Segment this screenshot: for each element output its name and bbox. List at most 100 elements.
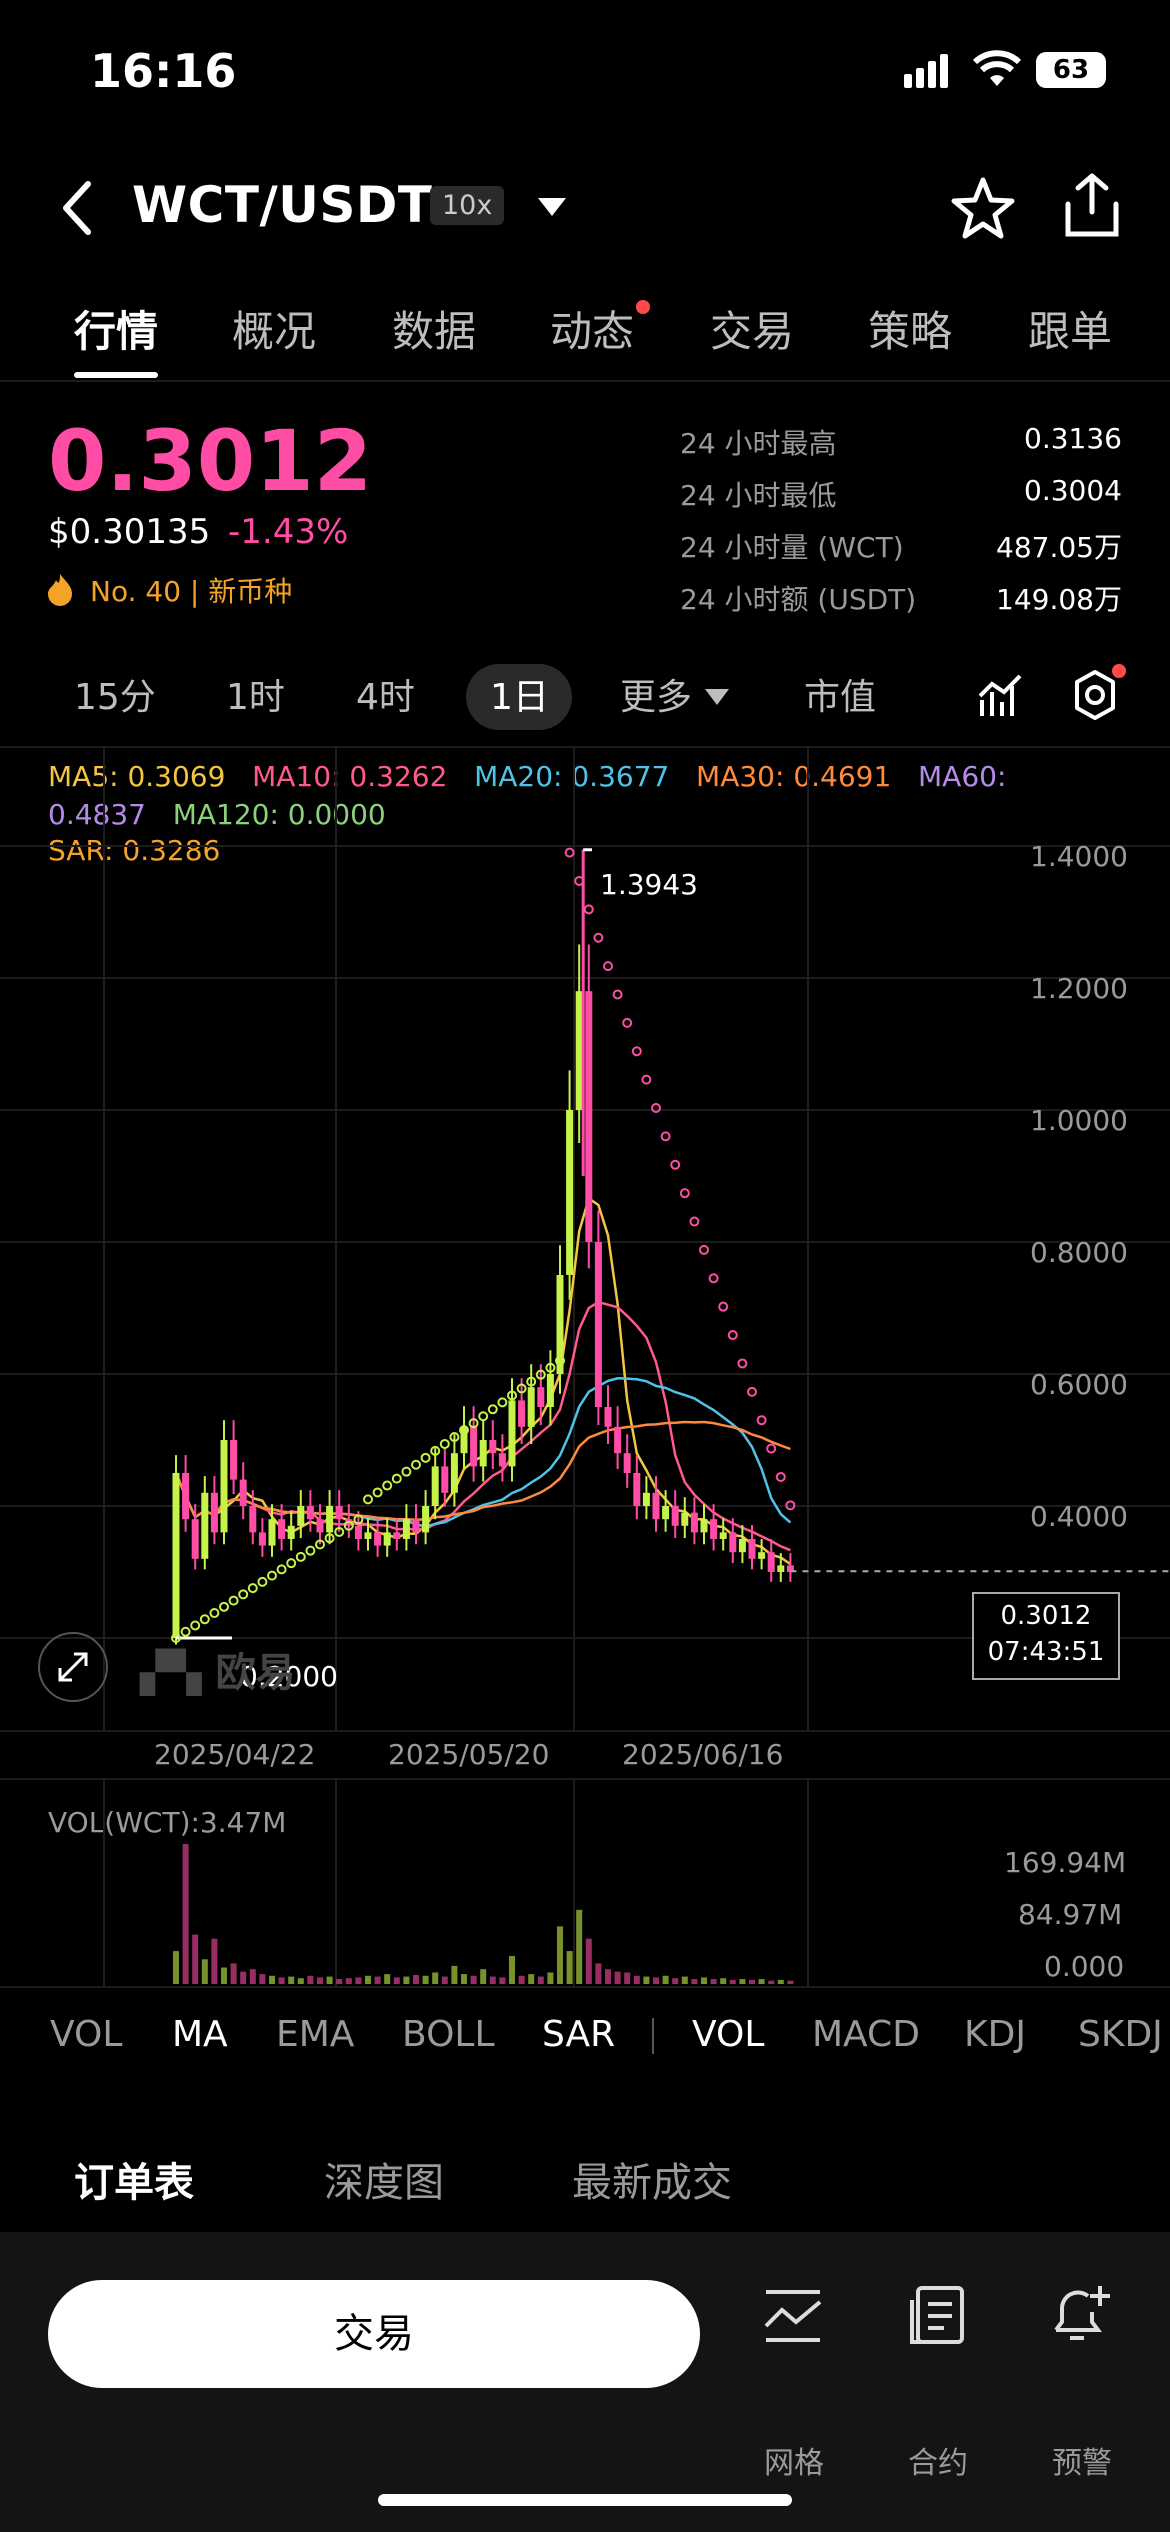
ind-tab-macd[interactable]: MACD xyxy=(812,2014,920,2055)
sar-dot xyxy=(324,1533,335,1544)
ma30-line xyxy=(174,1420,791,1521)
candle-body xyxy=(633,1473,641,1506)
candle-body xyxy=(642,1492,650,1506)
trade-button[interactable]: 交易 xyxy=(48,2280,700,2388)
ind-tab-ema[interactable]: EMA xyxy=(276,2014,355,2055)
sar-dot xyxy=(286,1558,297,1569)
ind-tab-boll[interactable]: BOLL xyxy=(402,2014,495,2055)
sar-dot xyxy=(593,932,604,943)
volume-bar xyxy=(403,1976,410,1984)
volume-bar xyxy=(672,1978,679,1984)
volume-bar xyxy=(643,1976,650,1984)
tab-copy[interactable]: 跟单 xyxy=(1028,307,1113,356)
star-icon[interactable] xyxy=(950,176,1016,240)
candle-body xyxy=(700,1519,708,1533)
stat-label: 24 小时最低 xyxy=(680,479,837,512)
expand-button[interactable] xyxy=(38,1632,108,1702)
sar-dot xyxy=(574,875,585,886)
candle-body xyxy=(268,1519,276,1546)
contract-icon[interactable] xyxy=(908,2284,968,2346)
ind-tab-kdj[interactable]: KDJ xyxy=(964,2014,1026,2055)
candle-body xyxy=(191,1519,199,1559)
volume-bar xyxy=(701,1977,707,1984)
candle-body xyxy=(172,1473,180,1638)
candle-body xyxy=(614,1426,622,1454)
ind-tab-sar[interactable]: SAR xyxy=(542,2014,616,2055)
divider xyxy=(0,1730,1170,1732)
ind-tab-vol[interactable]: VOL xyxy=(50,2014,123,2055)
volume-bar xyxy=(451,1965,458,1984)
sar-dot xyxy=(766,1443,777,1454)
volume-bar xyxy=(192,1934,199,1984)
ma10-line xyxy=(174,1300,791,1552)
candle-body xyxy=(249,1506,257,1533)
interval-1d[interactable]: 1日 xyxy=(490,677,549,718)
sar-dot xyxy=(401,1466,412,1477)
grid-label[interactable]: 网格 xyxy=(764,2446,824,2481)
tab-news[interactable]: 动态 xyxy=(550,307,635,356)
volume-tick: 0.000 xyxy=(1044,1950,1125,1983)
tab-market[interactable]: 行情 xyxy=(74,307,159,356)
volume-bar xyxy=(221,1967,227,1984)
volume-bar xyxy=(739,1979,746,1984)
volume-bar xyxy=(499,1977,506,1984)
sar-dot xyxy=(622,1017,633,1028)
ind-tab-skdj[interactable]: SKDJ xyxy=(1078,2014,1163,2055)
tab-trade[interactable]: 交易 xyxy=(710,307,795,356)
volume-bar xyxy=(605,1969,611,1984)
candle-body xyxy=(326,1506,334,1533)
share-icon[interactable] xyxy=(1062,172,1122,240)
stat-value: 0.3136 xyxy=(1024,422,1122,455)
volume-bar xyxy=(441,1976,448,1984)
sar-dot xyxy=(603,961,613,972)
sar-dot xyxy=(631,1046,642,1057)
volume-bar xyxy=(758,1979,765,1984)
interval-15m[interactable]: 15分 xyxy=(74,677,156,718)
divider xyxy=(0,1778,1170,1780)
pair-title[interactable]: WCT/USDT xyxy=(132,176,433,234)
sar-dot xyxy=(372,1487,383,1498)
volume-bar xyxy=(787,1980,794,1984)
settings-icon[interactable] xyxy=(1070,668,1120,722)
interval-more[interactable]: 更多 xyxy=(620,677,693,718)
bell-plus-icon[interactable] xyxy=(1048,2282,1114,2346)
sar-dot xyxy=(343,1520,354,1531)
sar-dot xyxy=(305,1545,316,1556)
indicator-icon[interactable] xyxy=(978,672,1024,720)
tab-depth[interactable]: 深度图 xyxy=(324,2160,444,2206)
volume-bar xyxy=(710,1979,717,1984)
chevron-down-icon xyxy=(705,689,729,705)
grid-icon[interactable] xyxy=(762,2288,824,2344)
alert-label[interactable]: 预警 xyxy=(1052,2446,1112,2481)
sar-dot xyxy=(651,1103,661,1114)
ind-tab-ma[interactable]: MA xyxy=(172,2014,228,2055)
wifi-icon xyxy=(972,50,1022,86)
stat-label: 24 小时量 (WCT) xyxy=(680,531,904,564)
sar-dot xyxy=(535,1369,546,1380)
sar-dot xyxy=(583,904,594,915)
sar-dot xyxy=(439,1438,450,1449)
volume-bar xyxy=(518,1975,525,1984)
volume-bar xyxy=(230,1963,237,1984)
tab-orderbook[interactable]: 订单表 xyxy=(74,2160,194,2206)
ma-legend: MA5: 0.3069 MA10: 0.3262 MA20: 0.3677 MA… xyxy=(48,760,1007,793)
ind-tab-vol-sub[interactable]: VOL xyxy=(692,2014,765,2055)
back-icon[interactable] xyxy=(60,180,94,236)
divider xyxy=(0,1986,1170,1988)
interval-4h[interactable]: 4时 xyxy=(356,677,415,718)
volume-bar xyxy=(249,1969,256,1984)
sar-dot xyxy=(420,1452,431,1463)
interval-market-cap[interactable]: 市值 xyxy=(804,677,877,718)
volume-bar xyxy=(576,1909,583,1984)
tab-overview[interactable]: 概况 xyxy=(232,307,317,356)
candlestick-chart[interactable] xyxy=(0,746,1170,1736)
tab-strategy[interactable]: 策略 xyxy=(868,307,953,356)
interval-1h[interactable]: 1时 xyxy=(226,677,285,718)
candle-body xyxy=(508,1400,516,1467)
chevron-down-icon[interactable] xyxy=(536,196,568,218)
settings-dot xyxy=(1112,664,1126,678)
tab-latest-trades[interactable]: 最新成交 xyxy=(572,2160,732,2206)
candle-body xyxy=(498,1453,506,1467)
tab-data[interactable]: 数据 xyxy=(392,307,477,356)
contract-label[interactable]: 合约 xyxy=(908,2446,968,2481)
